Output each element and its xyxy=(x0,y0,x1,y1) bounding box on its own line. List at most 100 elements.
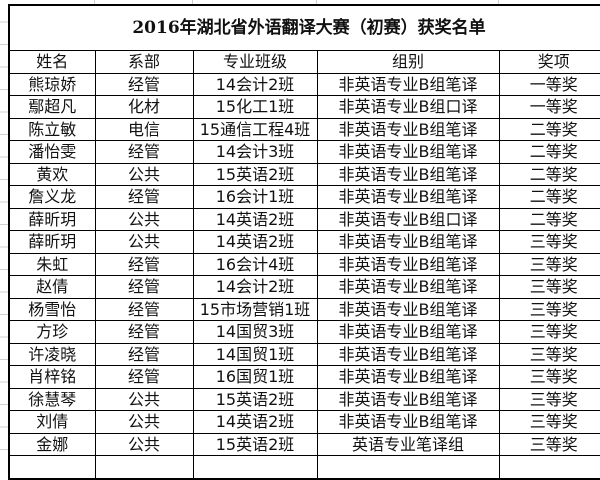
cell-class[interactable]: 16会计1班 xyxy=(192,185,318,209)
cell-group[interactable]: 非英语专业B组笔译 xyxy=(316,320,500,344)
cell-name[interactable]: 薛昕玥 xyxy=(8,207,96,231)
cell-group[interactable]: 英语专业笔译组 xyxy=(316,432,500,456)
cell-class[interactable]: 15市场营销1班 xyxy=(192,297,318,321)
cell-class[interactable]: 14英语2班 xyxy=(192,230,318,254)
cell-department[interactable]: 公共 xyxy=(94,387,194,411)
cell-department[interactable]: 经管 xyxy=(94,297,194,321)
cell-class[interactable]: 14会计2班 xyxy=(192,72,318,96)
header-award[interactable]: 奖项 xyxy=(498,50,600,74)
cell-group[interactable]: 非英语专业B组笔译 xyxy=(316,72,500,96)
cell-award[interactable]: 三等奖 xyxy=(498,230,600,254)
cell-class[interactable]: 14国贸1班 xyxy=(192,342,318,366)
empty-cell[interactable] xyxy=(192,455,318,479)
cell-department[interactable]: 化材 xyxy=(94,95,194,119)
cell-award[interactable]: 三等奖 xyxy=(498,387,600,411)
cell-group[interactable]: 非英语专业B组笔译 xyxy=(316,387,500,411)
cell-award[interactable]: 二等奖 xyxy=(498,117,600,141)
cell-department[interactable]: 经管 xyxy=(94,140,194,164)
cell-class[interactable]: 15英语2班 xyxy=(192,162,318,186)
cell-group[interactable]: 非英语专业B组笔译 xyxy=(316,365,500,389)
cell-group[interactable]: 非英语专业B组笔译 xyxy=(316,230,500,254)
cell-award[interactable]: 三等奖 xyxy=(498,342,600,366)
cell-department[interactable]: 经管 xyxy=(94,275,194,299)
cell-group[interactable]: 非英语专业B组笔译 xyxy=(316,410,500,434)
cell-name[interactable]: 杨雪怡 xyxy=(8,297,96,321)
cell-award[interactable]: 三等奖 xyxy=(498,320,600,344)
header-department[interactable]: 系部 xyxy=(94,50,194,74)
cell-award[interactable]: 三等奖 xyxy=(498,252,600,276)
cell-name[interactable]: 詹义龙 xyxy=(8,185,96,209)
cell-department[interactable]: 电信 xyxy=(94,117,194,141)
cell-award[interactable]: 三等奖 xyxy=(498,432,600,456)
table-row: 杨雪怡 经管 15市场营销1班 非英语专业B组笔译 三等奖 xyxy=(8,297,600,321)
cell-award[interactable]: 二等奖 xyxy=(498,162,600,186)
cell-award[interactable]: 三等奖 xyxy=(498,410,600,434)
cell-name[interactable]: 鄢超凡 xyxy=(8,95,96,119)
cell-name[interactable]: 许凌晓 xyxy=(8,342,96,366)
cell-department[interactable]: 公共 xyxy=(94,207,194,231)
cell-name[interactable]: 金娜 xyxy=(8,432,96,456)
cell-department[interactable]: 经管 xyxy=(94,365,194,389)
cell-group[interactable]: 非英语专业B组笔译 xyxy=(316,342,500,366)
cell-name[interactable]: 熊琼娇 xyxy=(8,72,96,96)
table-row: 徐慧琴 公共 15英语2班 非英语专业B组笔译 三等奖 xyxy=(8,387,600,411)
empty-cell[interactable] xyxy=(316,455,500,479)
cell-department[interactable]: 经管 xyxy=(94,342,194,366)
cell-award[interactable]: 二等奖 xyxy=(498,207,600,231)
empty-cell[interactable] xyxy=(94,455,194,479)
table-row: 许凌晓 经管 14国贸1班 非英语专业B组笔译 三等奖 xyxy=(8,342,600,366)
cell-award[interactable]: 一等奖 xyxy=(498,72,600,96)
cell-name[interactable]: 黄欢 xyxy=(8,162,96,186)
cell-name[interactable]: 刘倩 xyxy=(8,410,96,434)
cell-group[interactable]: 非英语专业B组笔译 xyxy=(316,297,500,321)
cell-class[interactable]: 16会计4班 xyxy=(192,252,318,276)
cell-group[interactable]: 非英语专业B组口译 xyxy=(316,207,500,231)
cell-award[interactable]: 二等奖 xyxy=(498,140,600,164)
cell-group[interactable]: 非英语专业B组笔译 xyxy=(316,275,500,299)
cell-department[interactable]: 经管 xyxy=(94,320,194,344)
cell-award[interactable]: 二等奖 xyxy=(498,185,600,209)
cell-department[interactable]: 经管 xyxy=(94,72,194,96)
cell-class[interactable]: 15通信工程4班 xyxy=(192,117,318,141)
cell-department[interactable]: 公共 xyxy=(94,162,194,186)
cell-award[interactable]: 三等奖 xyxy=(498,365,600,389)
cell-name[interactable]: 朱虹 xyxy=(8,252,96,276)
cell-class[interactable]: 15英语2班 xyxy=(192,387,318,411)
cell-name[interactable]: 陈立敏 xyxy=(8,117,96,141)
cell-class[interactable]: 15化工1班 xyxy=(192,95,318,119)
cell-group[interactable]: 非英语专业B组笔译 xyxy=(316,140,500,164)
cell-group[interactable]: 非英语专业B组笔译 xyxy=(316,117,500,141)
table-title[interactable]: 2016年湖北省外语翻译大赛（初赛）获奖名单 xyxy=(8,4,600,51)
empty-cell[interactable] xyxy=(8,455,96,479)
cell-class[interactable]: 16国贸1班 xyxy=(192,365,318,389)
cell-name[interactable]: 肖梓铭 xyxy=(8,365,96,389)
cell-class[interactable]: 14国贸3班 xyxy=(192,320,318,344)
cell-class[interactable]: 14会计2班 xyxy=(192,275,318,299)
cell-name[interactable]: 徐慧琴 xyxy=(8,387,96,411)
cell-department[interactable]: 公共 xyxy=(94,230,194,254)
header-class[interactable]: 专业班级 xyxy=(192,50,318,74)
cell-name[interactable]: 赵倩 xyxy=(8,275,96,299)
cell-group[interactable]: 非英语专业B组笔译 xyxy=(316,162,500,186)
cell-department[interactable]: 经管 xyxy=(94,252,194,276)
cell-group[interactable]: 非英语专业B组口译 xyxy=(316,95,500,119)
cell-class[interactable]: 14英语2班 xyxy=(192,410,318,434)
cell-name[interactable]: 方珍 xyxy=(8,320,96,344)
cell-department[interactable]: 公共 xyxy=(94,432,194,456)
cell-award[interactable]: 三等奖 xyxy=(498,297,600,321)
header-name[interactable]: 姓名 xyxy=(8,50,96,74)
cell-class[interactable]: 14英语2班 xyxy=(192,207,318,231)
cell-award[interactable]: 一等奖 xyxy=(498,95,600,119)
cell-name[interactable]: 薛昕玥 xyxy=(8,230,96,254)
cell-class[interactable]: 14会计3班 xyxy=(192,140,318,164)
cell-department[interactable]: 公共 xyxy=(94,410,194,434)
cell-award[interactable]: 三等奖 xyxy=(498,275,600,299)
cell-department[interactable]: 经管 xyxy=(94,185,194,209)
table-row: 詹义龙 经管 16会计1班 非英语专业B组笔译 二等奖 xyxy=(8,185,600,209)
cell-name[interactable]: 潘怡雯 xyxy=(8,140,96,164)
header-group[interactable]: 组别 xyxy=(316,50,500,74)
cell-class[interactable]: 15英语2班 xyxy=(192,432,318,456)
cell-group[interactable]: 非英语专业B组笔译 xyxy=(316,252,500,276)
cell-group[interactable]: 非英语专业B组笔译 xyxy=(316,185,500,209)
empty-cell[interactable] xyxy=(498,455,600,479)
